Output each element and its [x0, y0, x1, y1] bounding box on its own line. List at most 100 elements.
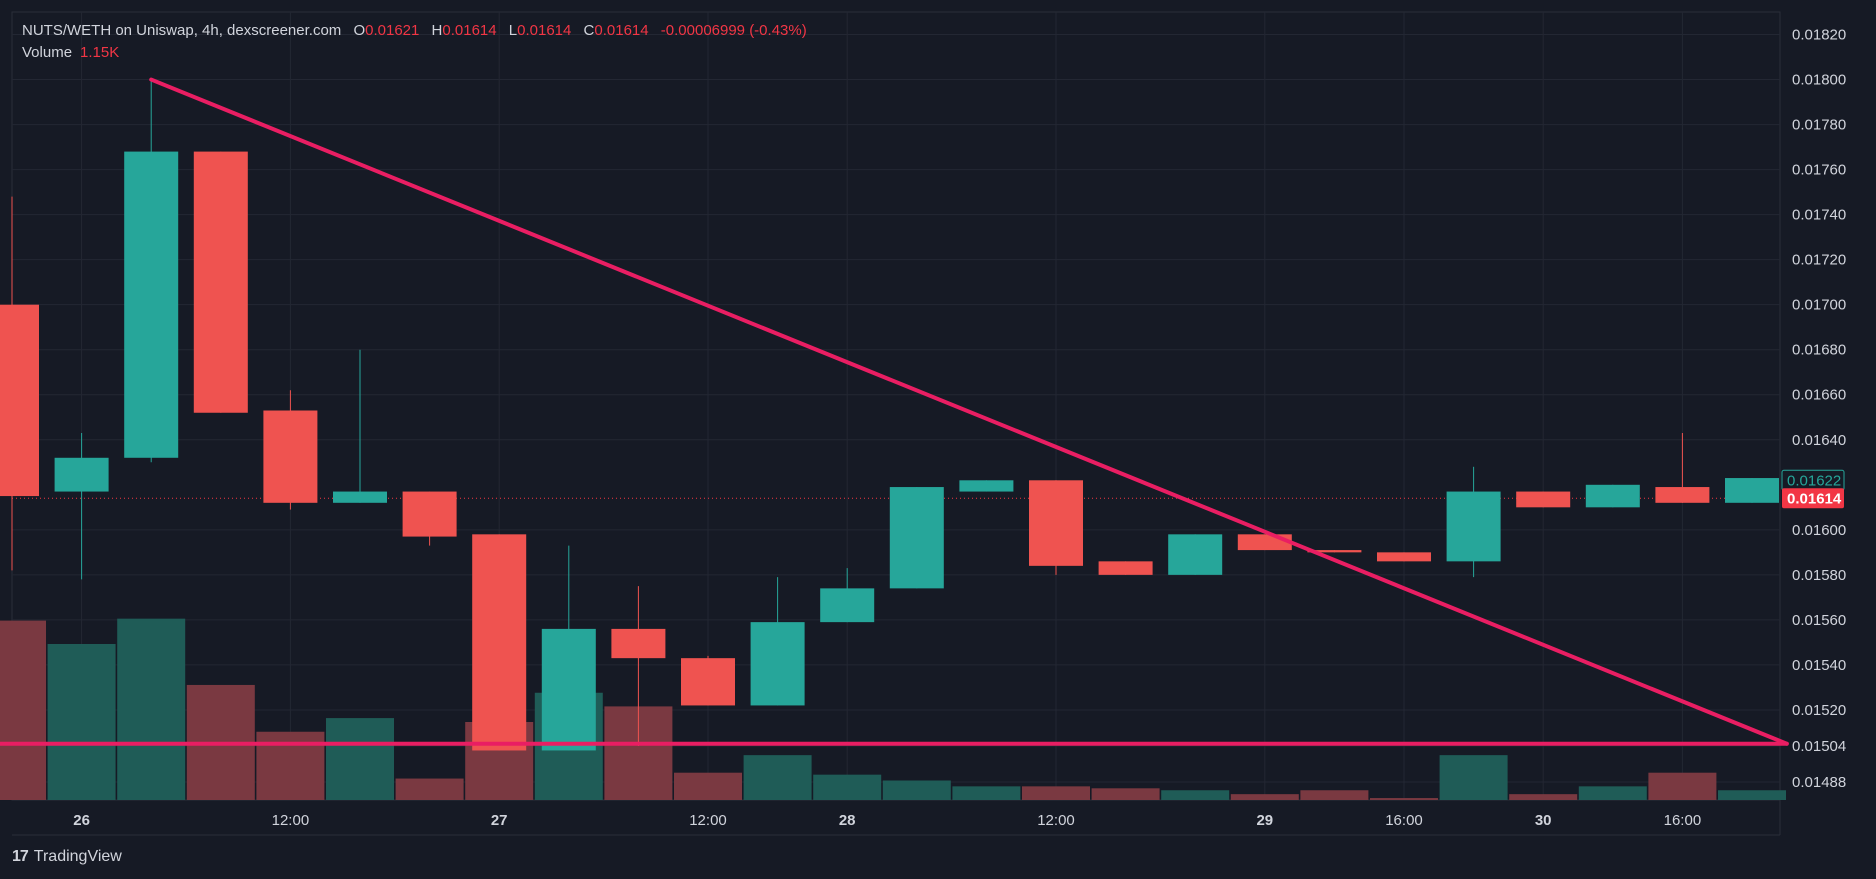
price-tick-label: 0.01504	[1792, 738, 1846, 755]
candle-body	[1098, 561, 1153, 575]
candle-layer	[0, 79, 1779, 751]
candle-body	[472, 534, 527, 751]
volume-bar	[1439, 755, 1508, 800]
volume-bar	[1509, 794, 1578, 800]
candle-body	[193, 151, 248, 413]
candle-body	[54, 457, 109, 492]
volume-bar	[1648, 772, 1717, 800]
tradingview-logo-icon: 17	[12, 848, 29, 865]
close-label: C	[583, 22, 595, 39]
candle-body	[0, 304, 39, 497]
price-tick-label: 0.01580	[1792, 567, 1846, 584]
candle-body	[1446, 491, 1501, 562]
candle-body	[263, 410, 318, 503]
volume-bar	[813, 774, 882, 800]
high-value: 0.01614	[442, 22, 497, 39]
volume-bar	[952, 786, 1021, 800]
candle-body	[1585, 484, 1640, 508]
tradingview-brand[interactable]: 17 TradingView	[12, 848, 122, 866]
volume-bar	[882, 780, 951, 800]
volume-legend: Volume 1.15K	[22, 44, 119, 61]
chart-legend-header: NUTS/WETH on Uniswap, 4h, dexscreener.co…	[22, 22, 807, 39]
price-tick-label: 0.01700	[1792, 297, 1846, 314]
time-tick-label: 16:00	[1664, 812, 1702, 829]
volume-bar	[1300, 790, 1369, 800]
candle-body	[1725, 478, 1779, 503]
candle-body	[541, 628, 596, 751]
volume-bar	[326, 718, 394, 800]
annotation-layer[interactable]	[0, 77, 1789, 746]
volume-bar	[1022, 786, 1090, 800]
price-tick-label: 0.01760	[1792, 162, 1846, 179]
price-tick-label: 0.01488	[1792, 774, 1846, 791]
volume-bar	[743, 755, 812, 800]
volume-bar	[1161, 790, 1230, 800]
low-label: L	[508, 22, 518, 39]
time-tick-label: 12:00	[689, 812, 727, 829]
candle-body	[611, 628, 666, 659]
price-tick-label: 0.01680	[1792, 342, 1846, 359]
low-value: 0.01614	[517, 22, 572, 39]
candle-body	[889, 487, 944, 589]
price-marker-label: 0.01622	[1787, 472, 1841, 489]
price-tick-label: 0.01720	[1792, 252, 1846, 269]
price-tick-label: 0.01640	[1792, 432, 1846, 449]
time-tick-label: 27	[491, 812, 508, 829]
volume-bar	[674, 772, 742, 800]
candle-body	[1029, 480, 1083, 566]
last-price-box	[1782, 488, 1844, 509]
price-tick-label: 0.01600	[1792, 522, 1846, 539]
candle-body	[681, 658, 735, 706]
symbol-title: NUTS/WETH on Uniswap, 4h, dexscreener.co…	[22, 22, 342, 39]
high-label: H	[431, 22, 443, 39]
price-tick-label: 0.01520	[1792, 702, 1846, 719]
axis-layer: 0.01820 0.01800 0.01780 0.01760 0.01740 0.017…	[73, 27, 1846, 829]
time-tick-label: 16:00	[1385, 812, 1423, 829]
price-tick-label: 0.01560	[1792, 612, 1846, 629]
price-tick-label: 0.01800	[1792, 72, 1846, 89]
candle-body	[1516, 491, 1571, 508]
volume-bar	[117, 618, 186, 800]
last-price-label: 0.01614	[1787, 490, 1842, 507]
candle-body	[1168, 534, 1223, 575]
close-value: 0.01614	[594, 22, 649, 39]
price-tick-label: 0.01660	[1792, 387, 1846, 404]
candle-body	[1307, 550, 1362, 553]
volume-bar	[395, 778, 464, 800]
time-tick-label: 26	[73, 812, 90, 829]
volume-label: Volume	[22, 44, 73, 61]
volume-bar	[0, 620, 46, 800]
volume-value: 1.15K	[80, 44, 120, 61]
time-tick-label: 12:00	[1037, 812, 1075, 829]
candle-body	[1655, 487, 1710, 503]
time-tick-label: 30	[1535, 812, 1552, 829]
time-tick-label: 12:00	[272, 812, 310, 829]
candle-body	[333, 491, 387, 503]
volume-bar	[1230, 794, 1299, 800]
volume-bar	[1578, 786, 1647, 800]
trendline	[149, 77, 1789, 746]
volume-bar	[1370, 798, 1438, 800]
candle-body	[124, 151, 179, 458]
price-tick-label: 0.01780	[1792, 117, 1846, 134]
volume-bar	[1718, 790, 1786, 800]
candle-body	[1237, 534, 1292, 551]
candle-body	[402, 491, 457, 537]
brand-name: TradingView	[33, 848, 122, 865]
volume-layer	[0, 618, 1786, 800]
price-tick-label: 0.01820	[1792, 27, 1846, 44]
time-tick-label: 29	[1256, 812, 1273, 829]
price-tick-label: 0.01540	[1792, 657, 1846, 674]
open-value: 0.01621	[365, 22, 420, 39]
price-tick-label: 0.01740	[1792, 207, 1846, 224]
candle-body	[959, 480, 1014, 492]
change-value: -0.00006999 (-0.43%)	[660, 22, 807, 39]
time-tick-label: 28	[839, 812, 856, 829]
candle-body	[1377, 552, 1431, 562]
volume-bar	[1091, 788, 1160, 800]
candle-body	[820, 588, 875, 623]
volume-bar	[47, 644, 116, 800]
open-label: O	[353, 22, 366, 39]
candle-body	[750, 622, 805, 706]
